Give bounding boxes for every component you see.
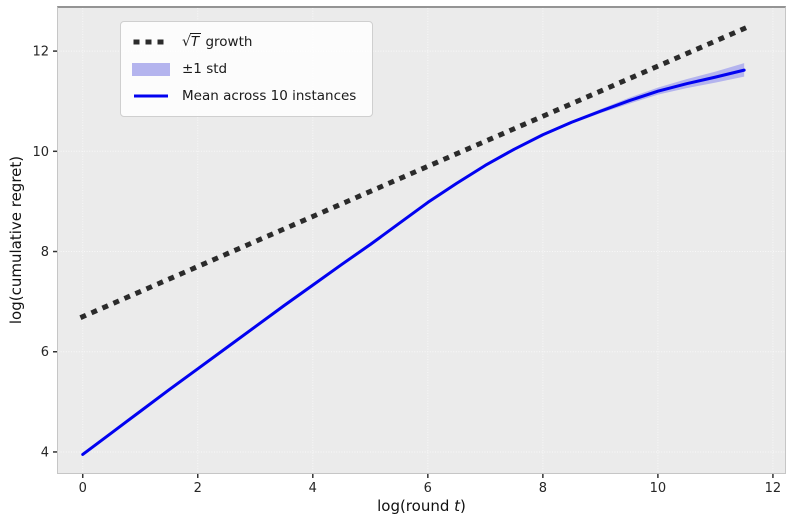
legend-swatch-mean-line bbox=[134, 94, 168, 98]
x-axis-label-post: ) bbox=[460, 497, 466, 515]
sqrt-symbol: √ bbox=[182, 34, 191, 50]
legend-swatch-sqrt-dotted-line bbox=[133, 39, 170, 45]
x-tick-label: 6 bbox=[424, 481, 432, 496]
sqrt-variable-T: T bbox=[189, 33, 202, 50]
x-tick-label: 0 bbox=[79, 481, 87, 496]
legend-label-sqrt-growth: √T growth bbox=[182, 33, 253, 50]
legend-row-sqrt-growth: √T growth bbox=[132, 32, 356, 52]
x-axis-label-var-t: t bbox=[454, 497, 461, 515]
x-axis-label: log(round t) bbox=[58, 497, 785, 515]
mean-line bbox=[81, 68, 746, 456]
legend-label-mean: Mean across 10 instances bbox=[182, 88, 357, 104]
y-tick-label: 12 bbox=[32, 45, 49, 60]
y-axis-label: log(cumulative regret) bbox=[7, 155, 25, 325]
legend: √T growth ±1 std Mean across 10 instance… bbox=[120, 21, 374, 117]
y-tick-label: 6 bbox=[41, 345, 49, 360]
legend-swatch-std-band bbox=[132, 62, 170, 76]
x-tick-label: 10 bbox=[650, 481, 667, 496]
y-tick-label: 10 bbox=[32, 145, 49, 160]
std-band bbox=[82, 63, 745, 456]
x-axis-label-pre: log(round bbox=[377, 497, 455, 515]
y-tick-label: 4 bbox=[41, 445, 49, 460]
x-tick-label: 12 bbox=[765, 481, 782, 496]
plot-svg: 0 2 4 6 8 10 12 4 6 8 10 12 bbox=[32, 8, 785, 496]
legend-row-mean: Mean across 10 instances bbox=[132, 86, 356, 106]
sqrt-growth-line bbox=[79, 25, 748, 320]
legend-label-std-band: ±1 std bbox=[182, 61, 228, 77]
legend-label-growth-text: growth bbox=[201, 34, 253, 50]
legend-row-std-band: ±1 std bbox=[132, 59, 356, 79]
x-tick-label: 8 bbox=[539, 481, 547, 496]
x-tick-label: 4 bbox=[309, 481, 317, 496]
plot-area: 0 2 4 6 8 10 12 4 6 8 10 12 √T growth ±1 std Mean a… bbox=[32, 6, 786, 496]
x-tick-label: 2 bbox=[194, 481, 202, 496]
y-tick-label: 8 bbox=[41, 245, 49, 260]
